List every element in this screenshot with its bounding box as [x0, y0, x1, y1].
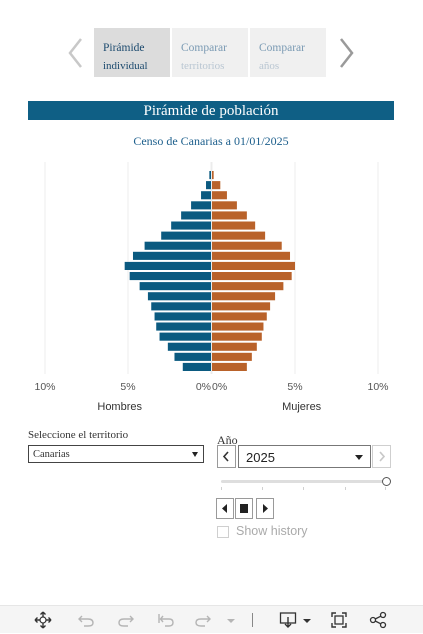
play-forward-icon [263, 504, 268, 513]
axis-title-mujeres: Mujeres [282, 401, 322, 413]
bar-mujeres-17[interactable] [212, 342, 257, 351]
territory-label: Seleccione el territorio [28, 429, 129, 441]
bar-hombres-5[interactable] [171, 221, 211, 230]
tick-label-left-2: 0% [196, 381, 211, 393]
tick-label-right-2: 10% [367, 381, 388, 393]
play-forward-button[interactable] [256, 498, 274, 519]
bar-hombres-7[interactable] [144, 241, 211, 250]
tick-label-left-0: 10% [34, 381, 55, 393]
bar-mujeres-12[interactable] [212, 292, 276, 301]
stop-button[interactable] [235, 498, 253, 519]
bar-hombres-13[interactable] [151, 302, 211, 311]
page-title: Pirámide de población [28, 101, 394, 120]
tick-label-left-1: 5% [120, 381, 135, 393]
bar-hombres-10[interactable] [129, 272, 211, 281]
bar-hombres-8[interactable] [132, 251, 211, 260]
story-tab-label: Comparar [259, 42, 305, 54]
bar-hombres-17[interactable] [167, 342, 211, 351]
bar-mujeres-2[interactable] [212, 191, 227, 200]
bar-hombres-14[interactable] [154, 312, 211, 321]
story-tab-label: Comparar [181, 42, 227, 54]
bar-mujeres-10[interactable] [212, 272, 292, 281]
bar-mujeres-3[interactable] [212, 201, 237, 210]
bar-hombres-16[interactable] [159, 332, 211, 341]
territory-dropdown[interactable]: Canarias [28, 445, 204, 463]
bottom-toolbar [0, 605, 423, 633]
axis-title-hombres: Hombres [97, 401, 142, 413]
show-history-checkbox[interactable] [217, 526, 229, 538]
show-history-label: Show history [236, 524, 308, 538]
revert-icon[interactable] [157, 611, 175, 629]
chevron-down-icon[interactable] [298, 611, 311, 629]
chevron-left-icon [222, 451, 229, 462]
bar-mujeres-1[interactable] [212, 181, 221, 190]
bar-mujeres-18[interactable] [212, 352, 252, 361]
download-icon[interactable] [279, 611, 297, 629]
population-pyramid-chart: 10% 5% 0% 0% 5% 10% Hombres Mujeres [34, 162, 389, 413]
play-backward-icon [222, 504, 227, 513]
bar-hombres-15[interactable] [156, 322, 211, 331]
chevron-down-icon [355, 455, 363, 460]
bar-mujeres-15[interactable] [212, 322, 264, 331]
year-slider-ticks [221, 487, 386, 491]
bar-mujeres-7[interactable] [212, 241, 282, 250]
bar-hombres-6[interactable] [161, 231, 211, 240]
stop-icon [240, 504, 248, 513]
bar-mujeres-4[interactable] [212, 211, 247, 220]
fullscreen-icon[interactable] [330, 611, 348, 629]
year-slider-track[interactable] [221, 480, 386, 483]
previous-story-arrow-icon[interactable] [66, 36, 86, 70]
bar-hombres-18[interactable] [174, 352, 211, 361]
year-label: Año [217, 433, 238, 447]
story-tab-comparar-anos[interactable]: Comparar años [250, 28, 326, 77]
bar-mujeres-5[interactable] [212, 221, 256, 230]
bar-hombres-2[interactable] [201, 191, 211, 200]
page-subtitle: Censo de Canarias a 01/01/2025 [133, 134, 289, 148]
story-tab-piramide-individual[interactable]: Pirámide individual [94, 28, 170, 77]
story-tab-comparar-territorios[interactable]: Comparar territorios [172, 28, 248, 77]
year-dropdown[interactable]: 2025 [238, 445, 371, 468]
story-tab-label: Pirámide [103, 42, 145, 54]
bar-mujeres-0[interactable] [212, 171, 214, 180]
undo-icon[interactable] [77, 611, 95, 629]
chevron-down-icon[interactable] [222, 611, 235, 629]
toolbar-divider [252, 613, 253, 627]
bar-mujeres-16[interactable] [212, 332, 262, 341]
previous-year-button[interactable] [217, 445, 236, 468]
bar-hombres-3[interactable] [191, 201, 211, 210]
bar-hombres-4[interactable] [181, 211, 211, 220]
bar-mujeres-14[interactable] [212, 312, 267, 321]
bar-mujeres-9[interactable] [212, 261, 295, 270]
story-tab-sublabel: años [259, 60, 280, 72]
bar-hombres-19[interactable] [182, 362, 211, 371]
bar-mujeres-19[interactable] [212, 362, 247, 371]
play-backward-button[interactable] [216, 498, 234, 519]
refresh-icon[interactable] [194, 611, 212, 629]
territory-value: Canarias [33, 449, 70, 460]
bar-hombres-11[interactable] [139, 282, 211, 291]
year-value: 2025 [246, 450, 275, 465]
bar-hombres-1[interactable] [206, 181, 211, 190]
year-slider-thumb[interactable] [382, 477, 391, 486]
story-tab-sublabel: individual [103, 60, 148, 72]
next-story-arrow-icon[interactable] [336, 36, 356, 70]
bar-mujeres-11[interactable] [212, 282, 284, 291]
story-tab-sublabel: territorios [181, 60, 225, 72]
bar-hombres-12[interactable] [147, 292, 211, 301]
chevron-down-icon [192, 452, 198, 457]
bar-hombres-9[interactable] [124, 261, 211, 270]
next-year-button[interactable] [372, 445, 391, 468]
tick-label-right-1: 5% [287, 381, 302, 393]
bar-hombres-0[interactable] [209, 171, 211, 180]
tick-label-right-0: 0% [212, 381, 227, 393]
bar-mujeres-6[interactable] [212, 231, 266, 240]
chevron-right-icon [379, 451, 386, 462]
move-icon[interactable] [34, 611, 52, 629]
bar-mujeres-13[interactable] [212, 302, 271, 311]
redo-icon[interactable] [117, 611, 135, 629]
bar-mujeres-8[interactable] [212, 251, 291, 260]
share-icon[interactable] [369, 611, 387, 629]
